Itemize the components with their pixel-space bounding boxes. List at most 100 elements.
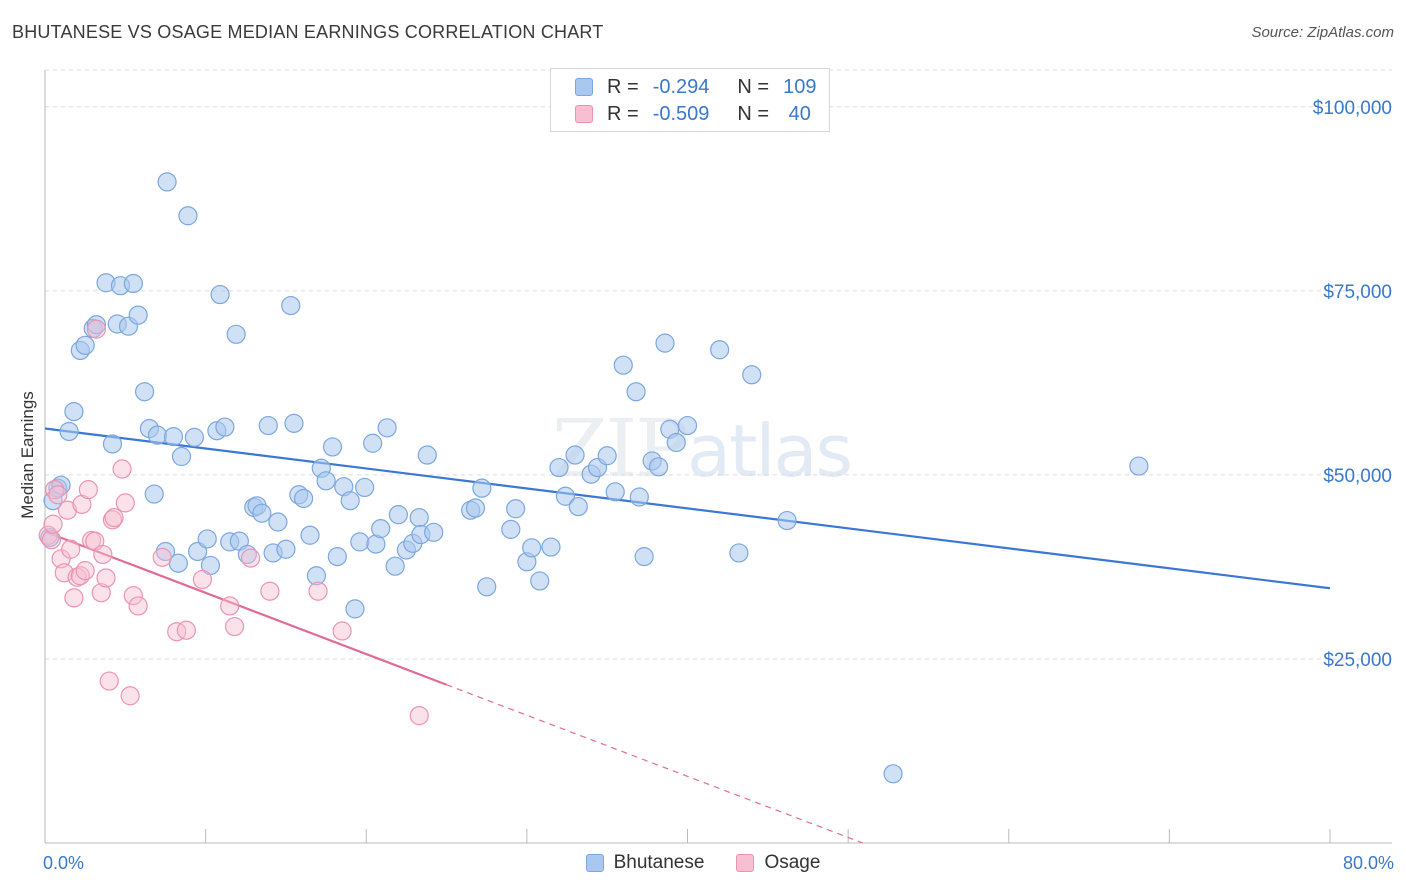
legend-label-bhutanese: Bhutanese [613, 852, 705, 873]
legend-n-label: N = [737, 102, 770, 125]
point-bhutanese [340, 491, 360, 511]
legend-label-osage: Osage [764, 852, 821, 873]
point-bhutanese [465, 498, 486, 518]
tick-labels: $25,000 $50,000 $75,000 $100,000 0.0% 80.0% [43, 98, 1394, 873]
point-bhutanese [268, 512, 288, 532]
point-osage [409, 706, 429, 726]
trendline-extension-osage [446, 684, 864, 844]
point-bhutanese [417, 445, 437, 465]
point-bhutanese [710, 340, 730, 360]
point-bhutanese [388, 505, 408, 525]
point-bhutanese [565, 445, 585, 465]
y-tick-label: $50,000 [1323, 466, 1392, 487]
point-osage [54, 563, 74, 583]
point-osage [220, 596, 240, 616]
point-bhutanese [597, 446, 617, 466]
point-bhutanese [729, 543, 749, 563]
point-bhutanese [171, 446, 192, 467]
point-osage [115, 493, 135, 513]
legend-swatch-osage [575, 105, 593, 123]
series-legend: Bhutanese Osage [0, 852, 1406, 874]
point-osage [167, 622, 187, 642]
point-bhutanese [168, 553, 188, 573]
point-bhutanese [377, 418, 397, 438]
legend-swatch-bhutanese [575, 78, 593, 96]
point-bhutanese [178, 206, 198, 226]
point-osage [78, 480, 98, 500]
point-bhutanese [237, 544, 257, 565]
point-bhutanese [629, 487, 649, 507]
point-bhutanese [252, 503, 272, 523]
point-bhutanese [655, 333, 675, 353]
point-osage [176, 620, 196, 640]
point-bhutanese [350, 532, 370, 552]
legend-row-osage: R = -0.509 N = 40 [575, 101, 811, 127]
point-osage [48, 485, 68, 505]
point-osage [224, 616, 245, 637]
point-osage [99, 671, 119, 691]
legend-n-label: N = [737, 75, 770, 98]
point-osage [308, 581, 328, 601]
watermark-atlas: atlas [687, 409, 853, 493]
point-bhutanese [197, 529, 217, 549]
point-bhutanese [634, 547, 654, 567]
point-bhutanese [742, 365, 762, 385]
point-osage [123, 586, 143, 606]
point-bhutanese [530, 571, 550, 591]
point-bhutanese [345, 599, 365, 619]
point-bhutanese [306, 566, 327, 586]
point-bhutanese [210, 284, 230, 305]
point-bhutanese [506, 499, 526, 519]
point-bhutanese [215, 417, 235, 437]
source-label: Source: ZipAtlas.com [1251, 24, 1394, 41]
point-bhutanese [555, 486, 576, 506]
legend-n-value: 109 [783, 75, 817, 98]
point-bhutanese [355, 477, 375, 498]
point-osage [67, 567, 87, 587]
point-bhutanese [144, 484, 164, 504]
point-osage [120, 686, 140, 706]
point-bhutanese [666, 432, 686, 453]
legend-row-bhutanese: R = -0.294 N = 109 [575, 74, 816, 100]
point-bhutanese [883, 764, 903, 784]
point-bhutanese [522, 538, 542, 558]
y-axis-label: Median Earnings [18, 391, 37, 519]
point-bhutanese [371, 519, 391, 539]
point-bhutanese [477, 577, 497, 597]
point-osage [64, 588, 84, 608]
point-bhutanese [128, 305, 148, 325]
point-bhutanese [157, 172, 177, 192]
point-bhutanese [59, 421, 79, 442]
legend-item-bhutanese[interactable]: Bhutanese [585, 852, 705, 874]
point-bhutanese [226, 324, 246, 344]
point-osage [152, 547, 172, 567]
point-bhutanese [424, 522, 444, 542]
trendlines [44, 427, 1331, 844]
point-bhutanese [541, 537, 561, 557]
point-bhutanese [134, 382, 155, 402]
point-osage [241, 548, 261, 568]
point-bhutanese [648, 457, 669, 477]
point-bhutanese [605, 482, 625, 502]
y-tick-label: $25,000 [1323, 650, 1392, 671]
point-osage [96, 568, 116, 588]
point-bhutanese [568, 496, 588, 517]
trendline-bhutanese [44, 427, 1331, 590]
point-bhutanese [147, 425, 168, 445]
point-osage [41, 530, 62, 550]
point-bhutanese [184, 427, 204, 447]
point-bhutanese [385, 556, 405, 576]
legend-r-value: -0.509 [652, 102, 710, 125]
y-tick-label: $75,000 [1323, 282, 1392, 303]
point-osage [104, 508, 124, 528]
legend-item-osage[interactable]: Osage [736, 852, 820, 874]
point-osage [332, 621, 352, 641]
point-osage [75, 561, 95, 581]
legend-r-label: R = [607, 75, 639, 98]
point-bhutanese [123, 273, 143, 294]
axes [44, 70, 1392, 844]
point-bhutanese [155, 541, 176, 562]
legend-swatch-bhutanese [585, 854, 604, 872]
point-osage [43, 514, 63, 534]
x-tick-label: 0.0% [43, 853, 84, 873]
